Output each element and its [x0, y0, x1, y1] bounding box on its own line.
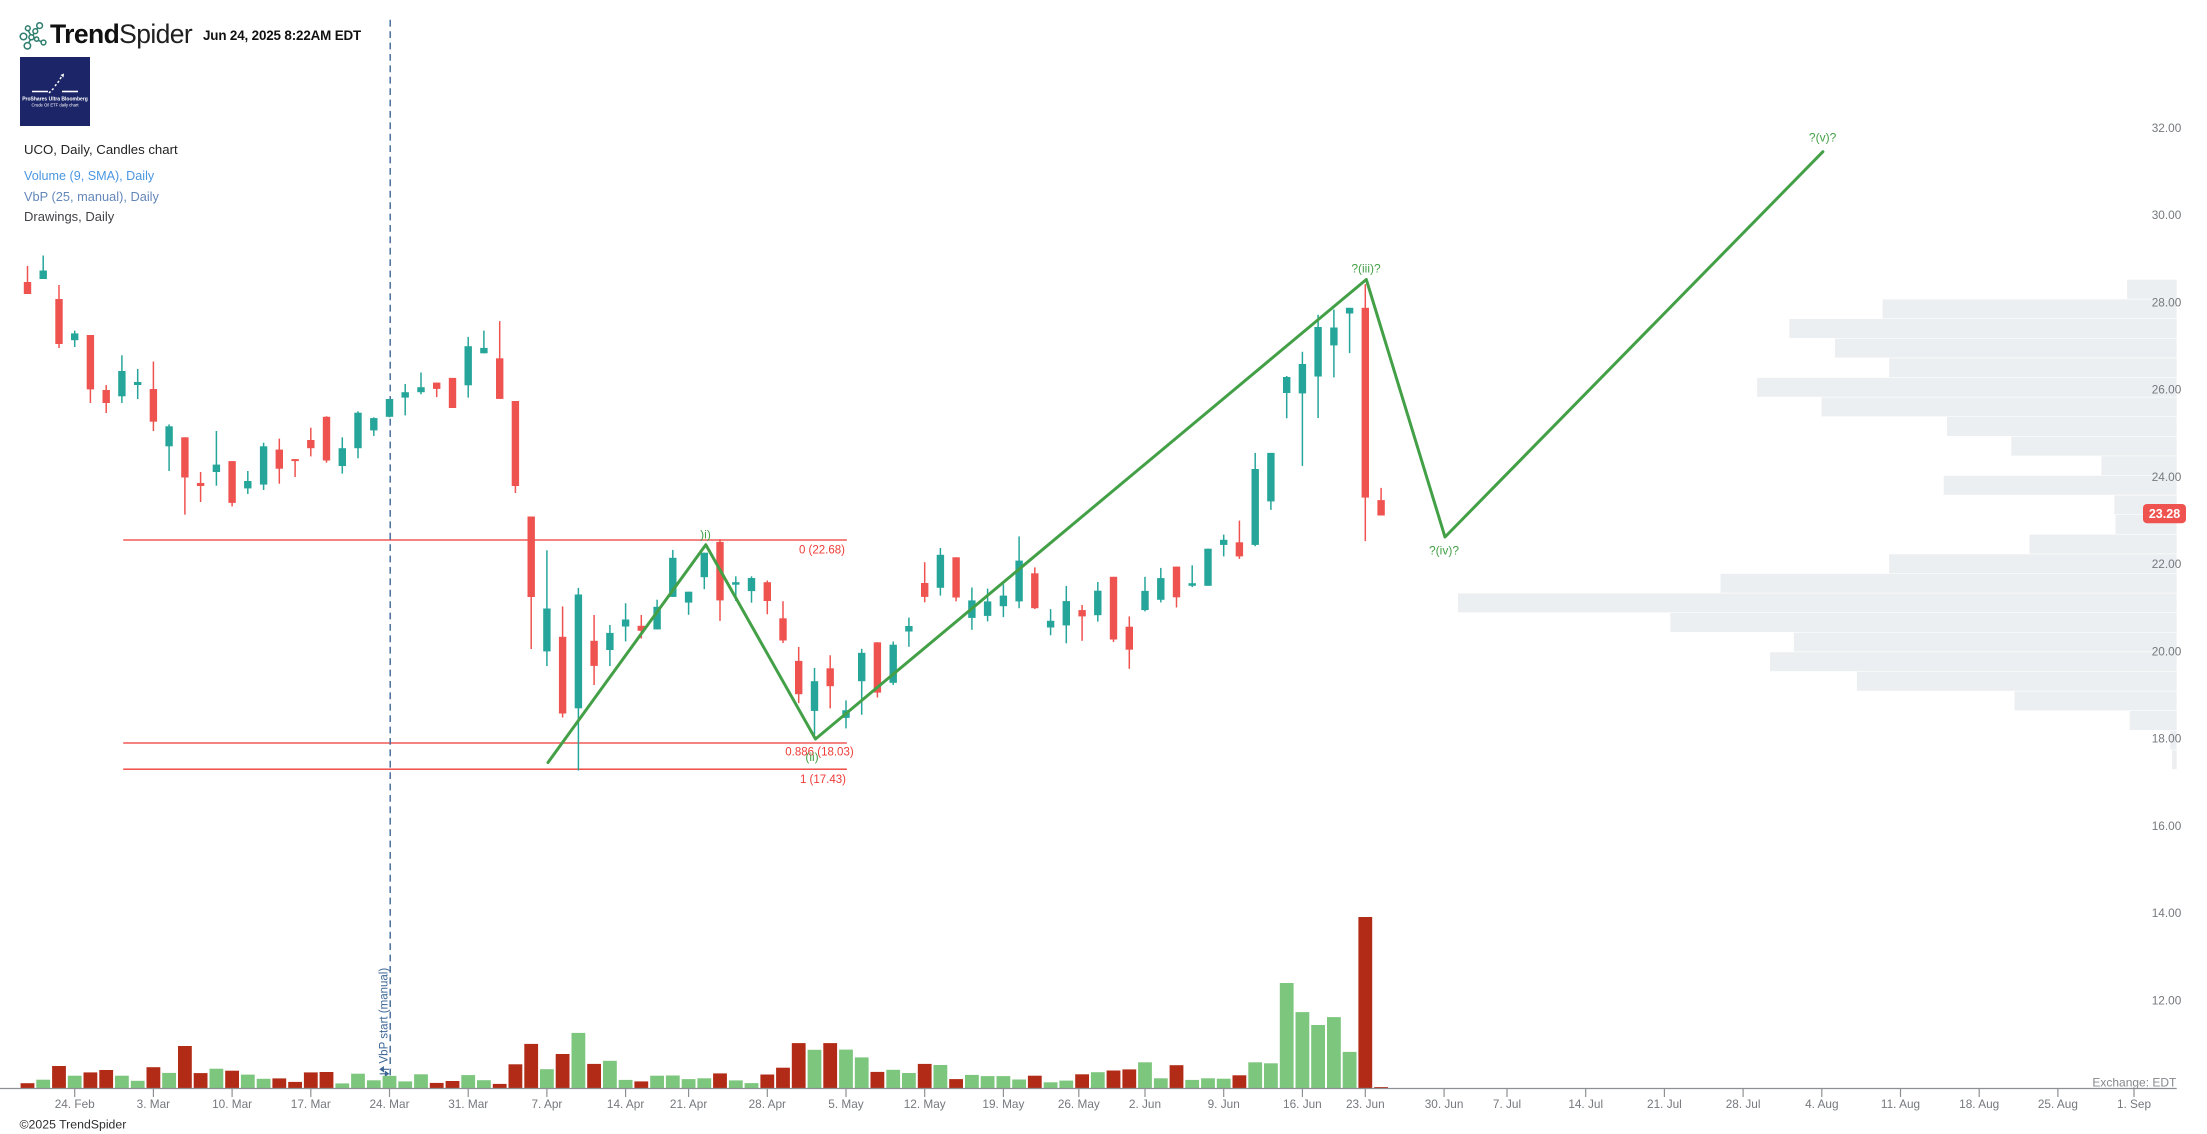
svg-text:7. Apr: 7. Apr — [531, 1097, 562, 1111]
svg-text:22.00: 22.00 — [2152, 557, 2182, 571]
svg-text:Crude Oil ETF daily chart: Crude Oil ETF daily chart — [31, 103, 79, 108]
svg-text:1 (17.43): 1 (17.43) — [800, 774, 846, 786]
svg-text:18. Aug: 18. Aug — [1959, 1097, 1999, 1111]
svg-text:©2025 TrendSpider: ©2025 TrendSpider — [20, 1118, 127, 1132]
svg-text:23. Jun: 23. Jun — [1346, 1097, 1385, 1111]
svg-text:24. Mar: 24. Mar — [370, 1097, 410, 1111]
svg-text:0.886 (18.03): 0.886 (18.03) — [785, 747, 854, 759]
svg-text:28. Jul: 28. Jul — [1726, 1097, 1761, 1111]
svg-text:VbP start (manual): VbP start (manual) — [379, 968, 391, 1064]
svg-text:16. Jun: 16. Jun — [1283, 1097, 1322, 1111]
svg-text:?(v)?: ?(v)? — [1809, 131, 1837, 145]
svg-text:18.00: 18.00 — [2152, 732, 2182, 746]
svg-text:12.00: 12.00 — [2152, 993, 2182, 1007]
svg-text:Exchange: EDT: Exchange: EDT — [2092, 1076, 2177, 1090]
svg-text:20.00: 20.00 — [2152, 644, 2182, 658]
svg-text:14. Jul: 14. Jul — [1568, 1097, 1603, 1111]
svg-text:25. Aug: 25. Aug — [2038, 1097, 2078, 1111]
svg-text:0 (22.68): 0 (22.68) — [799, 545, 845, 557]
svg-text:3. Mar: 3. Mar — [137, 1097, 171, 1111]
svg-text:32.00: 32.00 — [2152, 121, 2182, 135]
svg-text:7. Jul: 7. Jul — [1493, 1097, 1521, 1111]
svg-text:ProShares Ultra Bloomberg: ProShares Ultra Bloomberg — [22, 97, 88, 103]
svg-text:12. May: 12. May — [904, 1097, 946, 1111]
svg-text:21. Apr: 21. Apr — [670, 1097, 707, 1111]
svg-text:17. Mar: 17. Mar — [291, 1097, 331, 1111]
svg-text:23.28: 23.28 — [2149, 507, 2180, 521]
svg-text:10. Mar: 10. Mar — [212, 1097, 252, 1111]
svg-text:24.00: 24.00 — [2152, 470, 2182, 484]
svg-text:14. Apr: 14. Apr — [607, 1097, 644, 1111]
svg-text:19. May: 19. May — [982, 1097, 1024, 1111]
svg-text:4. Aug: 4. Aug — [1805, 1097, 1838, 1111]
svg-text:30.00: 30.00 — [2152, 208, 2182, 222]
svg-text:24. Feb: 24. Feb — [55, 1097, 95, 1111]
svg-text:14.00: 14.00 — [2152, 906, 2182, 920]
svg-text:16.00: 16.00 — [2152, 819, 2182, 833]
svg-text:30. Jun: 30. Jun — [1425, 1097, 1464, 1111]
svg-text:?(iv)?: ?(iv)? — [1429, 544, 1459, 558]
svg-text:28.00: 28.00 — [2152, 295, 2182, 309]
svg-text:21. Jul: 21. Jul — [1647, 1097, 1682, 1111]
svg-text:?(iii)?: ?(iii)? — [1351, 262, 1381, 276]
svg-text:31. Mar: 31. Mar — [448, 1097, 488, 1111]
svg-text:28. Apr: 28. Apr — [749, 1097, 786, 1111]
svg-text:11. Aug: 11. Aug — [1881, 1097, 1920, 1111]
svg-text:5. May: 5. May — [828, 1097, 864, 1111]
svg-text:26. May: 26. May — [1058, 1097, 1100, 1111]
svg-text:26.00: 26.00 — [2152, 383, 2182, 397]
svg-text:2. Jun: 2. Jun — [1129, 1097, 1161, 1111]
svg-text:9. Jun: 9. Jun — [1208, 1097, 1240, 1111]
svg-text:)i): )i) — [700, 528, 711, 542]
svg-text:1. Sep: 1. Sep — [2117, 1097, 2152, 1111]
svg-text:(ii): (ii) — [805, 750, 818, 764]
